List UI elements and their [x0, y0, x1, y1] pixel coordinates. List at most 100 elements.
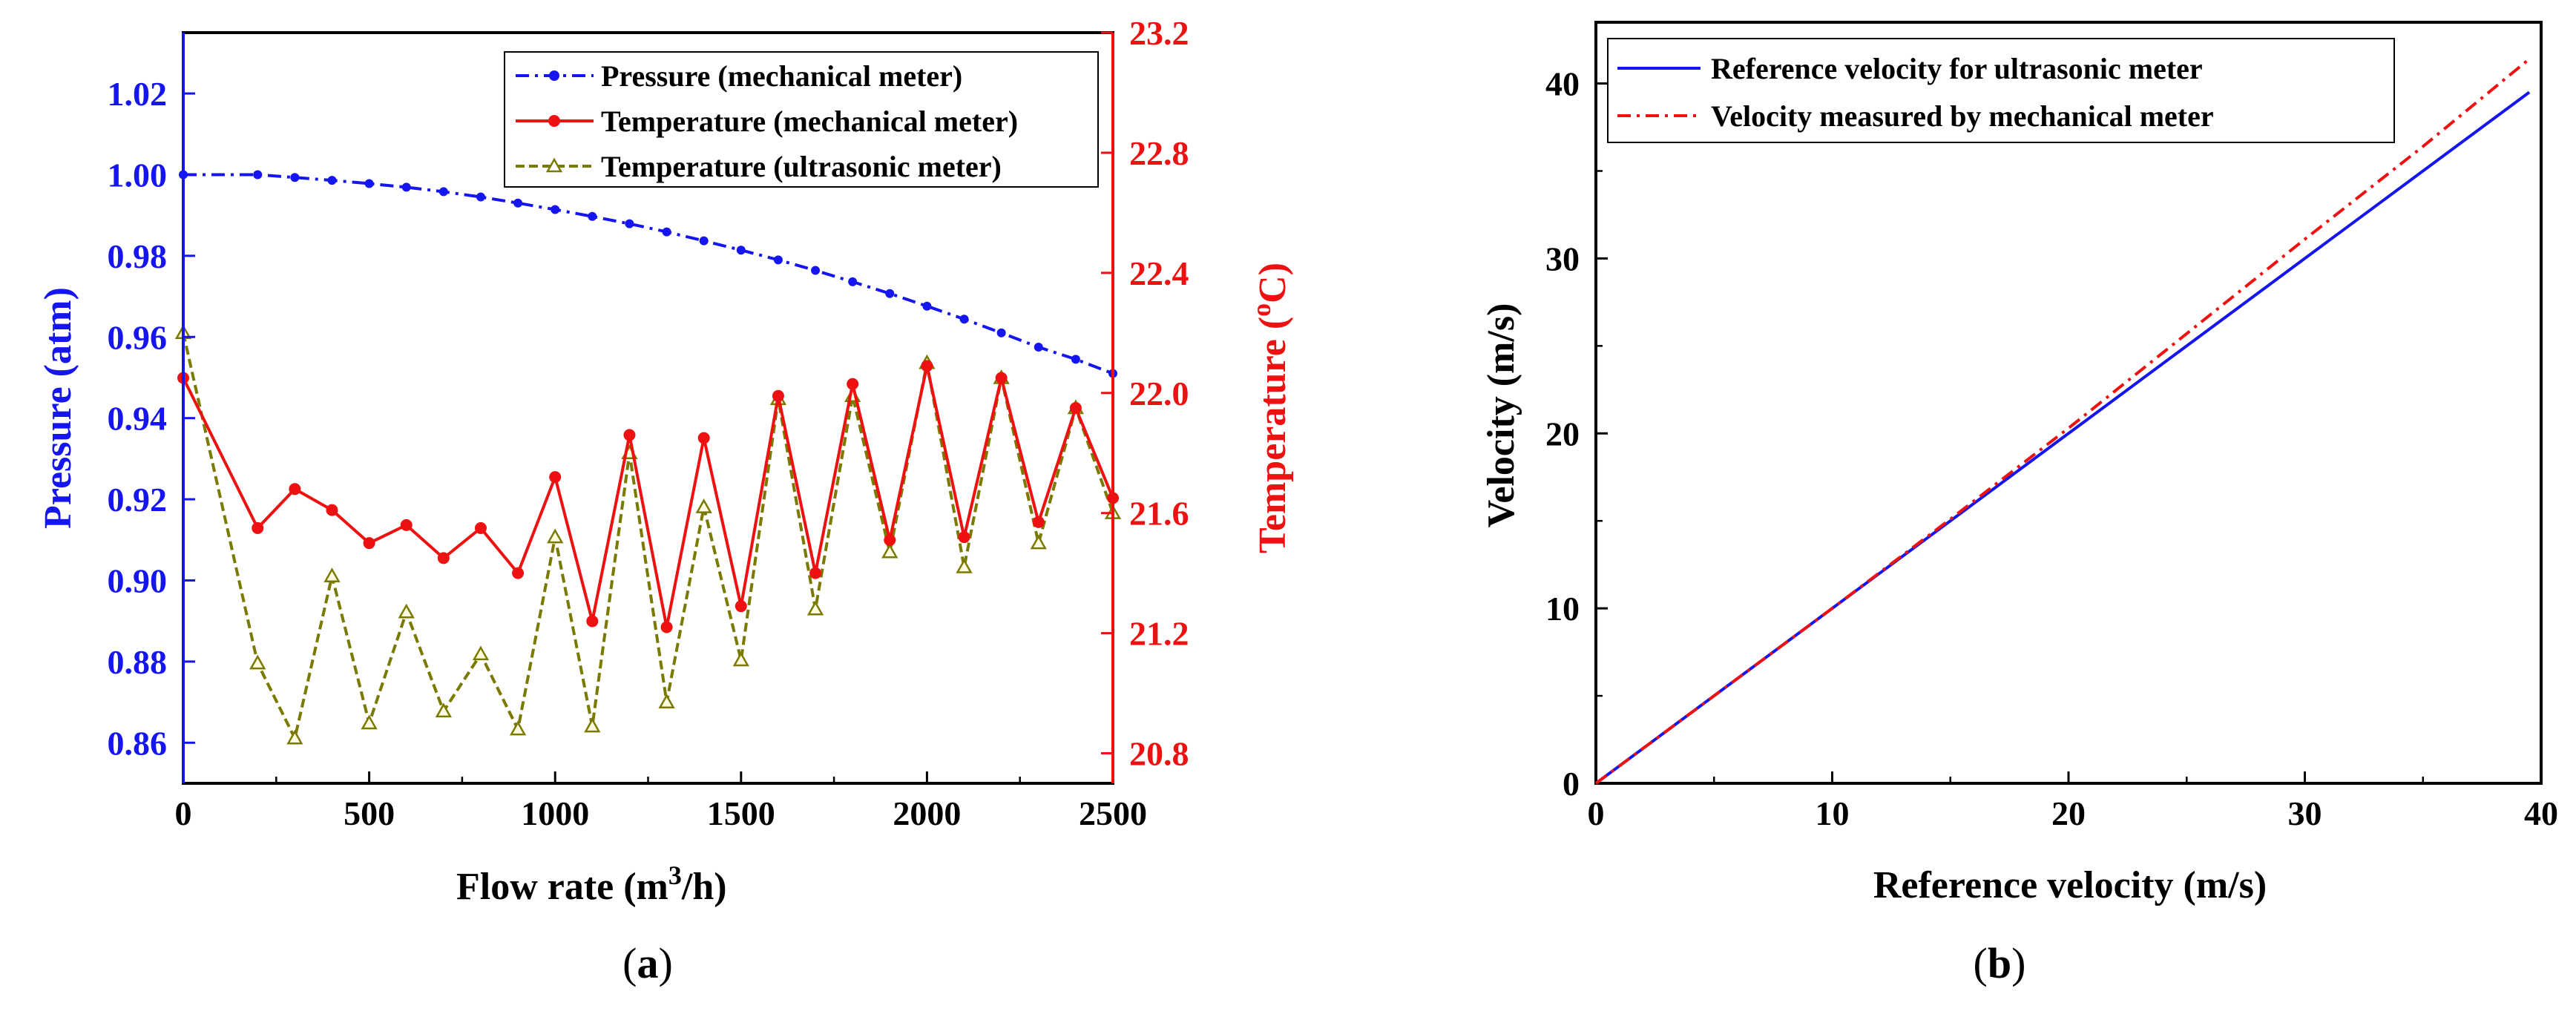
panel-b-label-letter: b [1988, 939, 2011, 987]
panel-a-ultra-temp-point [660, 696, 674, 708]
panel-a-mech-temp-point [1033, 516, 1045, 528]
panel-a-right-y-tick-label: 23.2 [1129, 14, 1189, 52]
panel-a-mech-temp-point [884, 534, 896, 546]
panel-a-mech-temp-point [661, 622, 673, 633]
panel-a-pressure-point [253, 170, 262, 179]
panel-a-mech-temp-point [401, 519, 413, 531]
panel-a-chart: 0 500 1000 1500 2000 25000.860.880.900.920.94… [37, 14, 1294, 987]
panel-b-x-tick-label: 0 [1588, 794, 1605, 832]
panel-a-mech-temp-point [921, 360, 933, 372]
panel-a-pressure-point [1071, 355, 1080, 363]
panel-a-right-y-axis-label-tail: C) [1252, 263, 1294, 303]
panel-a-pressure-point [1034, 343, 1043, 352]
panel-a-mech-temp-point [289, 483, 300, 495]
panel-a-left-y-tick-label: 0.90 [108, 562, 168, 599]
panel-a-x-tick-label: 2000 [893, 794, 961, 832]
panel-a-ultra-temp-point [400, 605, 413, 617]
panel-a-pressure-point [476, 193, 485, 202]
panel-a-ultra-temp-point [548, 530, 562, 542]
panel-b-y-axis-label: Velocity (m/s) [1480, 303, 1522, 528]
panel-a-left-y-axis-label: Pressure (atm) [37, 287, 79, 529]
panel-b-chart: 0 10 20 30 40 0 10 20 30 40 Reference velocity fo… [1480, 22, 2558, 987]
panel-a-ultra-temp-point [1032, 536, 1045, 548]
panel-a-x-axis-label-sup: 3 [668, 860, 682, 890]
panel-a-mech-temp-point [586, 615, 598, 627]
panel-a-right-y-axis-label-main: Temperature ( [1252, 317, 1294, 553]
panel-a-left-y-tick-label: 1.02 [108, 75, 168, 113]
panel-b-y-tick-label: 20 [1545, 415, 1580, 452]
panel-a-right-y-tick-label: 21.6 [1129, 495, 1189, 533]
panel-a-pressure-point [997, 329, 1006, 338]
panel-a-mech-temp-point [475, 522, 487, 534]
panel-a-mech-temp-point [698, 432, 710, 444]
panel-a-ultra-temp-point [363, 717, 376, 728]
panel-a-ultra-temp-point [883, 545, 896, 557]
panel-a-pressure-point [663, 228, 671, 237]
panel-a-pressure-point [922, 302, 931, 311]
legend-mech-temp-marker [548, 115, 560, 127]
panel-a-mech-temp-point [1070, 402, 1082, 414]
panel-b-y-tick-label: 0 [1563, 765, 1580, 803]
panel-a-left-y-tick-label: 0.98 [108, 237, 168, 275]
panel-b-series-mechanical-line [1596, 59, 2529, 783]
panel-a-mech-temp-point [809, 567, 821, 579]
panel-a-x-tick-label: 500 [344, 794, 395, 832]
panel-a-pressure-point [960, 315, 969, 323]
panel-a-ultra-temp-point [697, 501, 711, 513]
panel-b-x-tick-label: 20 [2051, 794, 2086, 832]
panel-a-ultra-temp-point [511, 722, 525, 734]
panel-a-x-tick-label: 0 [175, 794, 192, 832]
panel-a-series-mech-temp-line [183, 366, 1113, 627]
figure: 0 500 1000 1500 2000 25000.860.880.900.920.94… [0, 0, 2576, 1014]
panel-a-right-y-tick-label: 22.0 [1129, 375, 1189, 412]
panel-a-pressure-point [365, 179, 374, 188]
panel-a-ultra-temp-point [585, 720, 599, 731]
panel-a-label: (a) [622, 939, 673, 987]
panel-a-right-y-tick-label: 21.2 [1129, 615, 1189, 653]
legend-reference-label: Reference velocity for ultrasonic meter [1711, 52, 2203, 85]
panel-a-x-tick-label: 2500 [1079, 794, 1147, 832]
panel-a-mech-temp-point [438, 552, 450, 564]
panel-b-y-tick-label: 10 [1545, 590, 1580, 628]
panel-a-mech-temp-point [772, 390, 784, 402]
panel-a-pressure-point [551, 205, 559, 214]
legend-mechanical-label: Velocity measured by mechanical meter [1711, 99, 2214, 133]
panel-a-mech-temp-point [996, 372, 1008, 384]
panel-a-mech-temp-point [735, 600, 747, 612]
panel-a-label-letter: a [637, 939, 659, 987]
panel-a-pressure-point [700, 237, 709, 246]
panel-a-mech-temp-point [959, 531, 970, 543]
panel-a-right-y-tick-label: 22.8 [1129, 134, 1189, 172]
panel-a-ultra-temp-point [809, 602, 822, 614]
panel-b-x-tick-label: 40 [2524, 794, 2558, 832]
panel-b-legend: Reference velocity for ultrasonic meter … [1608, 39, 2394, 142]
legend-pressure-label: Pressure (mechanical meter) [601, 59, 962, 93]
panel-a-ultra-temp-point [325, 570, 338, 582]
panel-b-y-tick-label: 40 [1545, 65, 1580, 103]
panel-a-ultra-temp-point [251, 656, 264, 668]
panel-a-mech-temp-point [623, 429, 635, 441]
panel-b-x-tick-label: 30 [2288, 794, 2322, 832]
panel-a-right-y-tick-label: 22.4 [1129, 254, 1189, 292]
panel-a-x-axis-label-main: Flow rate (m [456, 866, 668, 908]
panel-a-series-pressure-line [183, 174, 1113, 373]
panel-a-x-tick-label: 1000 [521, 794, 589, 832]
panel-a-left-y-tick-label: 0.86 [108, 724, 168, 762]
panel-a-mech-temp-point [847, 378, 858, 390]
panel-a-pressure-point [737, 246, 746, 254]
panel-b-y-tick-label: 30 [1545, 240, 1580, 277]
panel-a-right-y-axis-label: Temperature (oC) [1246, 263, 1294, 553]
panel-a-pressure-point [402, 182, 411, 191]
panel-a-ultra-temp-point [288, 731, 301, 743]
panel-a-pressure-point [513, 199, 522, 208]
panel-b-x-tick-label: 10 [1816, 794, 1850, 832]
panel-a-x-tick-label: 1500 [707, 794, 775, 832]
panel-b-x-axis-label: Reference velocity (m/s) [1873, 864, 2267, 906]
panel-a-mech-temp-point [252, 522, 263, 534]
panel-a-mech-temp-point [549, 471, 561, 483]
legend-mech-temp-label: Temperature (mechanical meter) [601, 105, 1018, 138]
panel-a-legend: Pressure (mechanical meter) Temperature … [505, 52, 1098, 187]
panel-a-pressure-point [625, 220, 634, 228]
panel-a-pressure-point [439, 187, 448, 196]
panel-a-pressure-point [885, 289, 894, 298]
